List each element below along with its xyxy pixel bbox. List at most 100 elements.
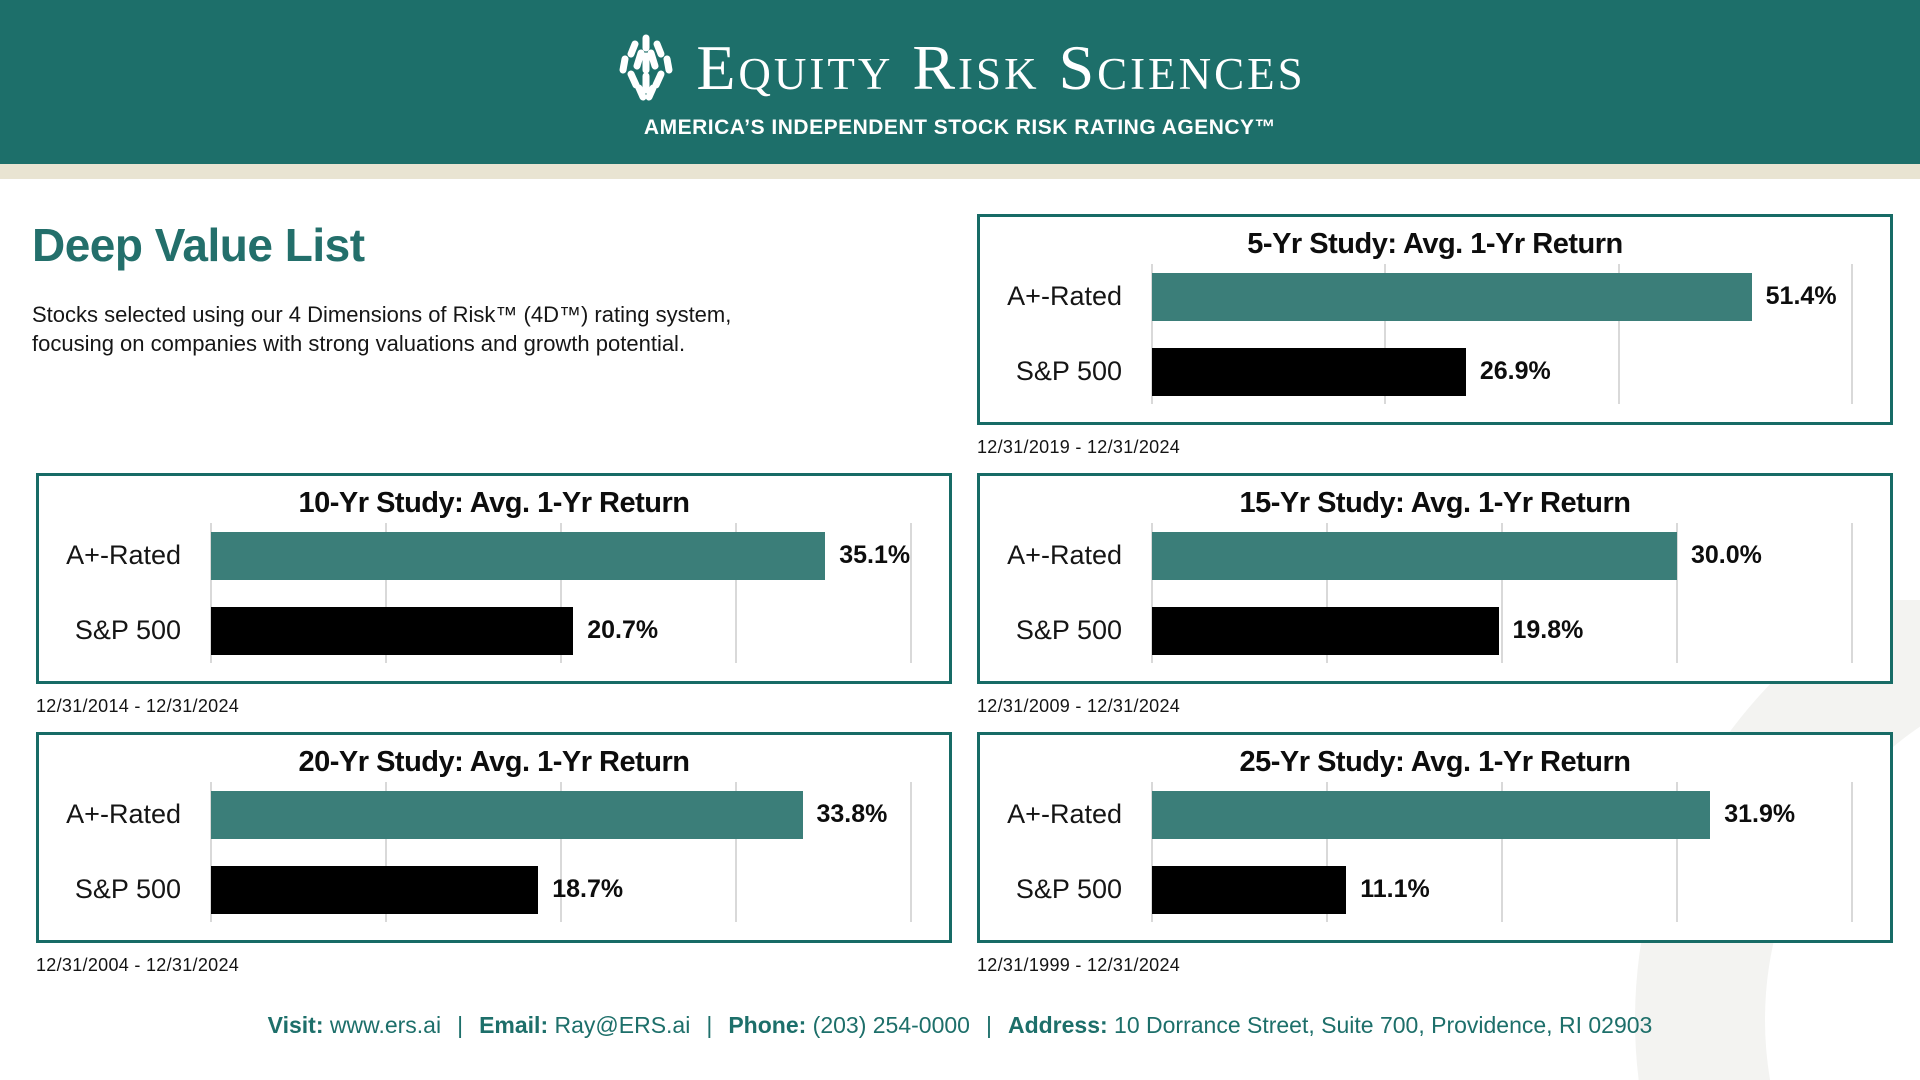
brand-tagline: AMERICA’S INDEPENDENT STOCK RISK RATING … bbox=[643, 116, 1277, 139]
gridline bbox=[1501, 523, 1503, 663]
gridline bbox=[385, 782, 387, 922]
visit-label: Visit: bbox=[267, 1012, 324, 1038]
value-label: 35.1% bbox=[839, 541, 911, 569]
gridline bbox=[1151, 782, 1153, 922]
gridline bbox=[385, 523, 387, 663]
chart-plot: A+-Rated 35.1% S&P 500 20.7% bbox=[39, 521, 949, 671]
gridline bbox=[1851, 523, 1853, 663]
data-bar bbox=[211, 531, 826, 580]
bar-row: S&P 500 19.8% bbox=[980, 606, 1890, 655]
footer-separator: | bbox=[985, 1012, 992, 1038]
gridline bbox=[560, 782, 562, 922]
data-bar bbox=[1152, 865, 1347, 914]
category-label: S&P 500 bbox=[1015, 874, 1122, 904]
gridline bbox=[1326, 782, 1328, 922]
grid-layer bbox=[1151, 264, 1853, 404]
phone-number: (203) 254-0000 bbox=[812, 1012, 970, 1038]
chart-frame: 15-Yr Study: Avg. 1-Yr Return A+-Rated 30… bbox=[977, 473, 1893, 684]
bar-rows: A+-Rated 30.0% S&P 500 19.8% bbox=[980, 523, 1890, 663]
gridline bbox=[910, 782, 912, 922]
brain-knot-logo-icon bbox=[619, 34, 673, 101]
chart-frame: 10-Yr Study: Avg. 1-Yr Return A+-Rated 35… bbox=[36, 473, 952, 684]
bar-rows: A+-Rated 31.9% S&P 500 11.1% bbox=[980, 782, 1890, 922]
bar-track: 20.7% bbox=[211, 606, 911, 655]
website-url: www.ers.ai bbox=[329, 1012, 442, 1038]
data-bar bbox=[211, 790, 803, 839]
gridline bbox=[1851, 264, 1853, 404]
chart-plot: A+-Rated 31.9% S&P 500 11.1% bbox=[980, 780, 1890, 930]
page-description: Stocks selected using our 4 Dimensions o… bbox=[32, 300, 731, 358]
description-line: focusing on companies with strong valuat… bbox=[32, 331, 686, 356]
bar-track: 26.9% bbox=[1152, 347, 1852, 396]
grid-layer bbox=[1151, 523, 1853, 663]
bar-row: A+-Rated 35.1% bbox=[39, 531, 949, 580]
value-label: 31.9% bbox=[1724, 800, 1796, 828]
gridline bbox=[1617, 264, 1620, 404]
chart-title: 10-Yr Study: Avg. 1-Yr Return bbox=[298, 487, 690, 519]
gridline bbox=[1851, 782, 1853, 922]
gridline bbox=[1676, 523, 1678, 663]
bar-track: 35.1% bbox=[211, 531, 911, 580]
gridline bbox=[1326, 523, 1328, 663]
footer-separator: | bbox=[457, 1012, 464, 1038]
value-label: 26.9% bbox=[1479, 357, 1551, 385]
data-bar bbox=[1152, 606, 1499, 655]
category-label: A+-Rated bbox=[1007, 540, 1122, 570]
chart-period-label: 12/31/2004 - 12/31/2024 bbox=[36, 955, 240, 975]
gridline bbox=[1676, 782, 1678, 922]
value-label: 20.7% bbox=[587, 616, 659, 644]
data-bar bbox=[1152, 790, 1711, 839]
gridline bbox=[210, 782, 212, 922]
category-label: A+-Rated bbox=[1007, 799, 1122, 829]
chart-frame: 5-Yr Study: Avg. 1-Yr Return A+-Rated 51.… bbox=[977, 214, 1893, 425]
data-bar bbox=[1152, 531, 1677, 580]
category-label: S&P 500 bbox=[1015, 356, 1122, 386]
study-chart-5yr: 5-Yr Study: Avg. 1-Yr Return A+-Rated 51.… bbox=[977, 214, 1893, 458]
chart-period-label: 12/31/2014 - 12/31/2024 bbox=[36, 696, 240, 716]
gridline bbox=[1151, 523, 1153, 663]
gridline bbox=[1384, 264, 1387, 404]
gridline bbox=[1151, 264, 1153, 404]
grid-layer bbox=[210, 782, 912, 922]
brand-name: Equity Risk Sciences bbox=[696, 32, 1306, 103]
gridline bbox=[1501, 782, 1503, 922]
grid-layer bbox=[210, 523, 912, 663]
bar-row: A+-Rated 51.4% bbox=[980, 272, 1890, 321]
chart-title: 5-Yr Study: Avg. 1-Yr Return bbox=[1247, 228, 1623, 260]
value-label: 19.8% bbox=[1512, 616, 1584, 644]
category-label: S&P 500 bbox=[1015, 615, 1122, 645]
chart-frame: 20-Yr Study: Avg. 1-Yr Return A+-Rated 33… bbox=[36, 732, 952, 943]
category-label: A+-Rated bbox=[66, 540, 181, 570]
email-label: Email: bbox=[479, 1012, 549, 1038]
chart-period-label: 12/31/2009 - 12/31/2024 bbox=[977, 696, 1181, 716]
study-chart-20yr: 20-Yr Study: Avg. 1-Yr Return A+-Rated 33… bbox=[36, 732, 952, 976]
chart-frame: 25-Yr Study: Avg. 1-Yr Return A+-Rated 31… bbox=[977, 732, 1893, 943]
address-label: Address: bbox=[1007, 1012, 1108, 1038]
bar-row: A+-Rated 33.8% bbox=[39, 790, 949, 839]
chart-title: 25-Yr Study: Avg. 1-Yr Return bbox=[1239, 746, 1631, 778]
gridline bbox=[910, 523, 912, 663]
bar-row: S&P 500 11.1% bbox=[980, 865, 1890, 914]
chart-period-label: 12/31/2019 - 12/31/2024 bbox=[977, 437, 1181, 457]
value-label: 33.8% bbox=[816, 800, 888, 828]
gridline bbox=[210, 523, 212, 663]
category-label: A+-Rated bbox=[66, 799, 181, 829]
background-swoosh-decoration bbox=[1635, 600, 1920, 1080]
category-label: A+-Rated bbox=[1007, 281, 1122, 311]
bar-row: S&P 500 26.9% bbox=[980, 347, 1890, 396]
value-label: 30.0% bbox=[1691, 541, 1762, 569]
study-chart-15yr: 15-Yr Study: Avg. 1-Yr Return A+-Rated 30… bbox=[977, 473, 1893, 717]
gridline bbox=[560, 523, 562, 663]
chart-period-label: 12/31/1999 - 12/31/2024 bbox=[977, 955, 1181, 975]
bar-track: 11.1% bbox=[1152, 865, 1852, 914]
grid-layer bbox=[1151, 782, 1853, 922]
bar-rows: A+-Rated 35.1% S&P 500 20.7% bbox=[39, 523, 949, 663]
value-label: 18.7% bbox=[552, 875, 624, 903]
chart-title: 20-Yr Study: Avg. 1-Yr Return bbox=[298, 746, 690, 778]
chart-plot: A+-Rated 30.0% S&P 500 19.8% bbox=[980, 521, 1890, 671]
contact-footer: Visit: www.ers.ai | Email: Ray@ERS.ai | Phon… bbox=[0, 1012, 1920, 1039]
bar-rows: A+-Rated 33.8% S&P 500 18.7% bbox=[39, 782, 949, 922]
value-label: 11.1% bbox=[1360, 875, 1430, 903]
gridline bbox=[735, 523, 737, 663]
